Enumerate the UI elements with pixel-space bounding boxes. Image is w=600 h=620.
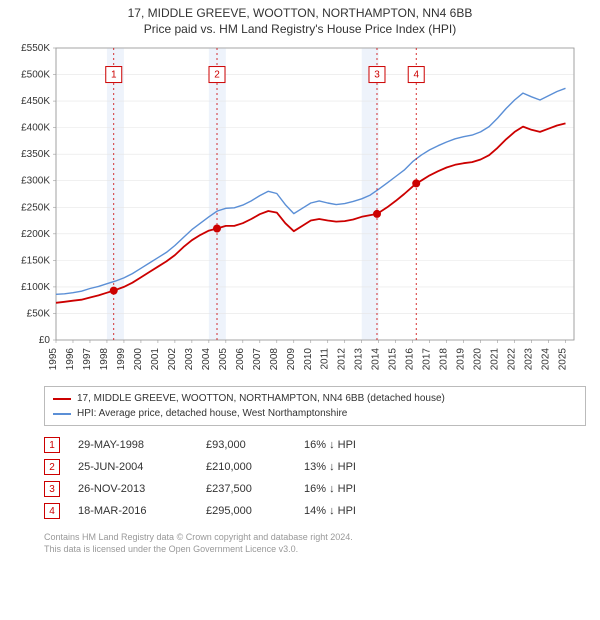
svg-text:2019: 2019 (456, 348, 467, 371)
transaction-delta: 16% ↓ HPI (304, 483, 394, 495)
transaction-badge: 3 (44, 481, 60, 497)
svg-text:£150K: £150K (21, 255, 50, 266)
svg-text:2017: 2017 (422, 348, 433, 371)
svg-text:4: 4 (413, 70, 419, 81)
legend-swatch-red (53, 398, 71, 400)
svg-text:2003: 2003 (184, 348, 195, 371)
transaction-date: 29-MAY-1998 (78, 439, 188, 451)
svg-text:2025: 2025 (558, 348, 569, 371)
svg-text:£0: £0 (39, 335, 51, 346)
svg-text:£450K: £450K (21, 96, 50, 107)
transaction-badge: 1 (44, 437, 60, 453)
svg-text:2015: 2015 (388, 348, 399, 371)
svg-text:2000: 2000 (133, 348, 144, 371)
svg-text:2010: 2010 (303, 348, 314, 371)
svg-text:£400K: £400K (21, 123, 50, 134)
transaction-date: 25-JUN-2004 (78, 461, 188, 473)
transaction-date: 18-MAR-2016 (78, 505, 188, 517)
title-line1: 17, MIDDLE GREEVE, WOOTTON, NORTHAMPTON,… (0, 6, 600, 20)
chart-titles: 17, MIDDLE GREEVE, WOOTTON, NORTHAMPTON,… (0, 0, 600, 36)
svg-text:2005: 2005 (218, 348, 229, 371)
svg-text:2024: 2024 (541, 348, 552, 371)
svg-text:£350K: £350K (21, 149, 50, 160)
transaction-row: 4 18-MAR-2016 £295,000 14% ↓ HPI (44, 500, 586, 522)
svg-text:2012: 2012 (337, 348, 348, 371)
svg-text:2002: 2002 (167, 348, 178, 371)
chart-area: £0 £50K £100K £150K £200K £250K £300K £350K £400… (14, 40, 586, 380)
svg-text:1999: 1999 (116, 348, 127, 371)
svg-text:£300K: £300K (21, 176, 50, 187)
svg-text:1997: 1997 (82, 348, 93, 371)
svg-text:£550K: £550K (21, 43, 50, 54)
transaction-price: £93,000 (206, 439, 286, 451)
svg-text:£50K: £50K (27, 308, 51, 319)
svg-text:2014: 2014 (371, 348, 382, 371)
transaction-row: 2 25-JUN-2004 £210,000 13% ↓ HPI (44, 456, 586, 478)
svg-text:2006: 2006 (235, 348, 246, 371)
svg-text:2011: 2011 (320, 348, 331, 370)
transaction-delta: 14% ↓ HPI (304, 505, 394, 517)
footer-line1: Contains HM Land Registry data © Crown c… (44, 532, 586, 544)
svg-text:2020: 2020 (473, 348, 484, 371)
transaction-badge: 2 (44, 459, 60, 475)
transaction-badge: 4 (44, 503, 60, 519)
svg-text:2008: 2008 (269, 348, 280, 371)
svg-text:2021: 2021 (490, 348, 501, 371)
svg-text:2023: 2023 (524, 348, 535, 371)
svg-text:2009: 2009 (286, 348, 297, 371)
svg-text:1998: 1998 (99, 348, 110, 371)
footer-line2: This data is licensed under the Open Gov… (44, 544, 586, 556)
svg-text:£100K: £100K (21, 282, 50, 293)
svg-text:2018: 2018 (439, 348, 450, 371)
legend-row-blue: HPI: Average price, detached house, West… (53, 406, 577, 421)
svg-text:2: 2 (214, 70, 220, 81)
svg-text:2022: 2022 (507, 348, 518, 371)
legend-row-red: 17, MIDDLE GREEVE, WOOTTON, NORTHAMPTON,… (53, 391, 577, 406)
transaction-price: £295,000 (206, 505, 286, 517)
transaction-price: £210,000 (206, 461, 286, 473)
svg-text:2013: 2013 (354, 348, 365, 371)
svg-text:2016: 2016 (405, 348, 416, 371)
price-chart: £0 £50K £100K £150K £200K £250K £300K £350K £400… (14, 40, 586, 380)
legend-swatch-blue (53, 413, 71, 415)
transaction-price: £237,500 (206, 483, 286, 495)
transaction-row: 3 26-NOV-2013 £237,500 16% ↓ HPI (44, 478, 586, 500)
svg-text:2007: 2007 (252, 348, 263, 371)
svg-text:£250K: £250K (21, 202, 50, 213)
transaction-row: 1 29-MAY-1998 £93,000 16% ↓ HPI (44, 434, 586, 456)
transaction-delta: 13% ↓ HPI (304, 461, 394, 473)
title-line2: Price paid vs. HM Land Registry's House … (0, 22, 600, 36)
svg-text:1996: 1996 (65, 348, 76, 371)
footer: Contains HM Land Registry data © Crown c… (44, 532, 586, 555)
legend: 17, MIDDLE GREEVE, WOOTTON, NORTHAMPTON,… (44, 386, 586, 426)
svg-text:2001: 2001 (150, 348, 161, 371)
transactions-table: 1 29-MAY-1998 £93,000 16% ↓ HPI 2 25-JUN-2004… (44, 434, 586, 522)
svg-text:2004: 2004 (201, 348, 212, 371)
legend-label-red: 17, MIDDLE GREEVE, WOOTTON, NORTHAMPTON,… (77, 391, 445, 406)
svg-text:3: 3 (374, 70, 380, 81)
transaction-date: 26-NOV-2013 (78, 483, 188, 495)
svg-text:£200K: £200K (21, 229, 50, 240)
svg-text:£500K: £500K (21, 70, 50, 81)
transaction-delta: 16% ↓ HPI (304, 439, 394, 451)
svg-text:1: 1 (111, 70, 117, 81)
legend-label-blue: HPI: Average price, detached house, West… (77, 406, 347, 421)
svg-text:1995: 1995 (48, 348, 59, 371)
